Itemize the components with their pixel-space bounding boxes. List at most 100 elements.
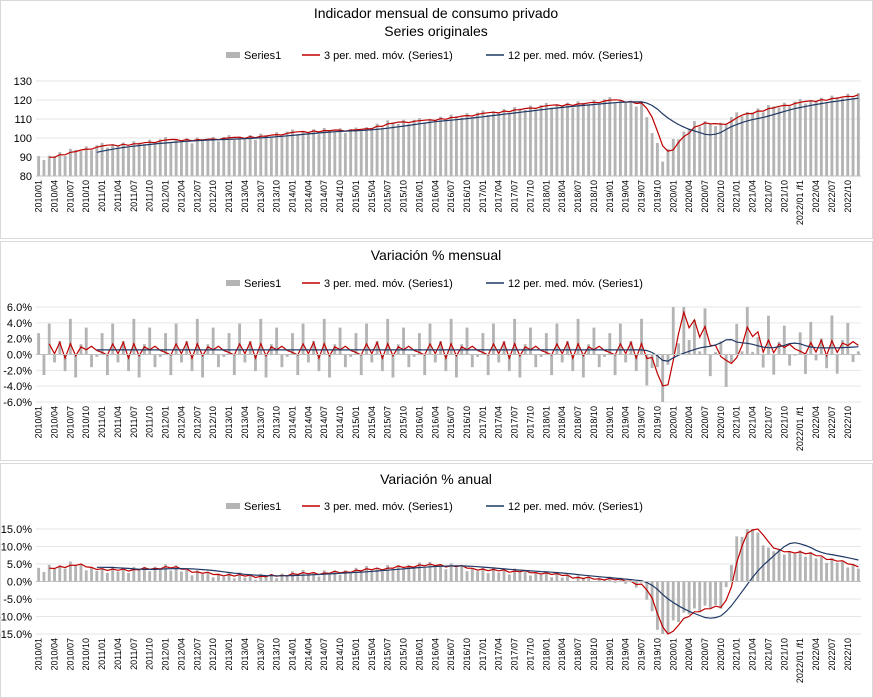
bar [58,565,62,582]
bar [396,565,400,582]
bar [782,554,786,582]
bar [121,341,125,355]
bar [333,570,337,582]
x-tick-label: 2016/07 [446,406,456,439]
bar [761,112,765,176]
bar [153,143,157,176]
bar [174,565,178,582]
bar [455,354,458,378]
x-tick-label: 2021/04 [748,406,758,439]
x-tick-label: 2012/01 [161,180,171,213]
bar [201,354,205,378]
bar [365,127,368,176]
bar [640,318,643,355]
x-tick-label: 2019/04 [621,638,631,671]
bar [703,308,707,355]
bar [613,354,617,376]
bar [698,126,702,176]
bar [460,565,464,582]
bar [164,564,167,582]
x-tick-label: 2018/10 [589,638,599,671]
bar [439,341,442,355]
bar [751,112,755,176]
bar [63,155,67,176]
legend-2: Series1 3 per. med. móv. (Series1) 12 pe… [226,278,643,290]
bar [529,327,532,355]
bar [132,566,136,582]
x-tick-label: 2017/07 [510,406,520,439]
bar [195,137,199,176]
bar [719,581,723,609]
x-tick-label: 2015/01 [351,406,361,439]
bar [42,571,46,582]
bar [142,566,146,582]
bar [386,318,390,355]
bar [735,112,739,176]
bar [169,142,173,176]
bar [391,567,395,582]
legend-swatch-bars [226,503,240,509]
x-tick-label: 2015/10 [399,180,409,213]
legend-label-bars: Series1 [244,278,281,290]
bar [63,354,67,372]
bar [328,573,331,582]
bar [222,354,226,357]
x-tick-label: 2011/04 [113,638,123,670]
x-tick-label: 2015/01 [351,638,361,671]
y-tick-label: 130 [14,76,32,88]
x-tick-label: 2012/07 [192,180,202,213]
bar [529,575,532,582]
bar [608,333,612,355]
x-tick-label: 2012/10 [208,180,218,213]
bar [74,354,78,378]
bar [275,132,279,176]
bar [465,327,469,355]
bar [544,102,548,176]
bar [793,354,797,356]
bar [677,581,680,623]
bar [756,108,760,176]
bar [407,564,411,582]
bar [671,307,675,355]
x-tick-label: 2017/07 [510,638,520,671]
bar [227,333,231,355]
x-tick-label: 2018/01 [541,406,551,439]
bar [618,323,622,355]
bar [359,572,363,582]
bar [698,351,702,355]
bar [142,144,146,176]
x-tick-label: 2021/04 [748,638,758,671]
bar [846,322,850,355]
bar [851,564,855,582]
x-tick-label: 2011/10 [145,638,155,670]
bar [280,354,284,368]
y-tick-label: -2.0% [3,365,32,377]
x-tick-label: 2013/01 [224,180,234,213]
x-tick-label: 2016/04 [430,406,440,439]
bar [285,354,289,357]
bar [254,354,257,372]
bar [449,318,453,355]
bar [79,564,83,582]
bar [751,529,755,582]
bar [772,551,776,582]
x-tick-label: 2012/10 [208,406,218,439]
bar [306,354,310,363]
x-tick-label: 2013/04 [240,638,250,671]
bar [767,547,770,582]
x-tick-label: 2018/01 [541,180,551,213]
bar [132,318,136,355]
legend-label-ma12: 12 per. med. móv. (Series1) [508,501,643,513]
bar [79,151,83,176]
bar [745,529,749,582]
bar [68,561,72,582]
bar [703,581,707,606]
bar [391,122,395,176]
bar [375,123,379,176]
bar [629,341,633,355]
bar [243,138,247,176]
bar [692,581,696,609]
bar [174,139,178,176]
bar [328,130,331,176]
y-tick-label: 4.0% [7,318,32,330]
